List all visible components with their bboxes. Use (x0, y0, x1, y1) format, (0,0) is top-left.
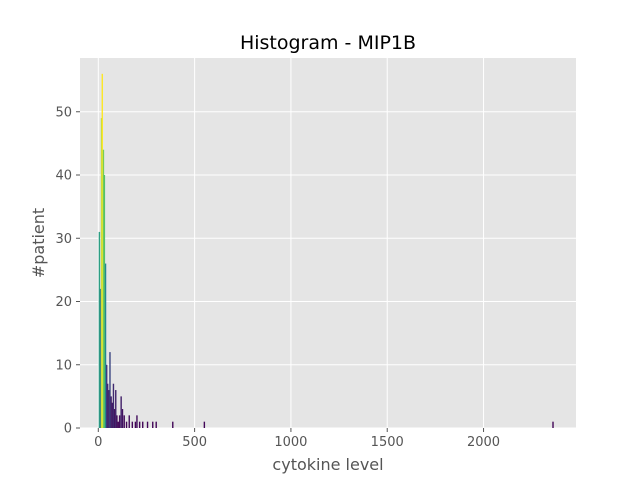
x-tick-label: 2000 (467, 435, 500, 450)
histogram-bar (103, 175, 106, 428)
histogram-bars (98, 73, 554, 429)
y-tick-label: 40 (55, 169, 72, 184)
x-tick-label: 0 (94, 435, 102, 450)
histogram-bar (134, 421, 137, 428)
histogram-bar (104, 263, 107, 428)
histogram-bar (102, 149, 105, 428)
x-axis-label: cytokine level (272, 455, 383, 474)
histogram-bar (131, 421, 134, 428)
histogram-bar (125, 421, 128, 428)
y-tick-label: 10 (55, 358, 72, 373)
histogram-bar (98, 231, 101, 428)
histogram-bar (152, 421, 154, 428)
histogram-bar (101, 73, 103, 429)
histogram-bar (155, 421, 157, 428)
histogram-bar (110, 396, 112, 428)
histogram-bar (123, 415, 125, 428)
y-tick-label: 30 (55, 232, 72, 247)
histogram-bar (112, 383, 115, 428)
x-tick-label: 500 (182, 435, 207, 450)
x-tick-label: 1000 (274, 435, 307, 450)
histogram-bar (552, 421, 554, 428)
histogram-bar (113, 409, 116, 428)
histogram-bar (203, 421, 206, 428)
chart-title: Histogram - MIP1B (240, 32, 416, 54)
histogram-bar (116, 415, 118, 428)
histogram-bar (128, 415, 130, 428)
histogram-bar (106, 383, 109, 428)
histogram-bar (142, 421, 144, 428)
histogram-bar (138, 421, 141, 428)
y-axis-ticks: 0 10 20 30 40 50 (55, 105, 80, 437)
y-axis-label: #patient (29, 208, 48, 278)
histogram-bar (146, 421, 149, 428)
histogram-bar (109, 352, 111, 428)
histogram-bar (100, 118, 103, 428)
histogram-bar (115, 390, 117, 428)
histogram-bar (111, 402, 113, 428)
histogram-bar (117, 421, 119, 428)
histogram-bar (118, 415, 121, 428)
x-tick-label: 1500 (371, 435, 404, 450)
y-tick-label: 0 (64, 422, 72, 437)
histogram-bar (120, 396, 122, 428)
grid-lines (80, 58, 576, 429)
histogram-bar (108, 390, 110, 428)
histogram-bar (136, 415, 138, 428)
histogram-bar (99, 288, 102, 428)
plot-area (80, 58, 576, 428)
histogram-bar (121, 409, 124, 428)
histogram-bar (172, 421, 174, 428)
x-axis-ticks: 0 500 1000 1500 2000 (94, 428, 500, 450)
histogram-bar (106, 364, 108, 428)
y-tick-label: 50 (55, 105, 72, 120)
y-tick-label: 20 (55, 295, 72, 310)
